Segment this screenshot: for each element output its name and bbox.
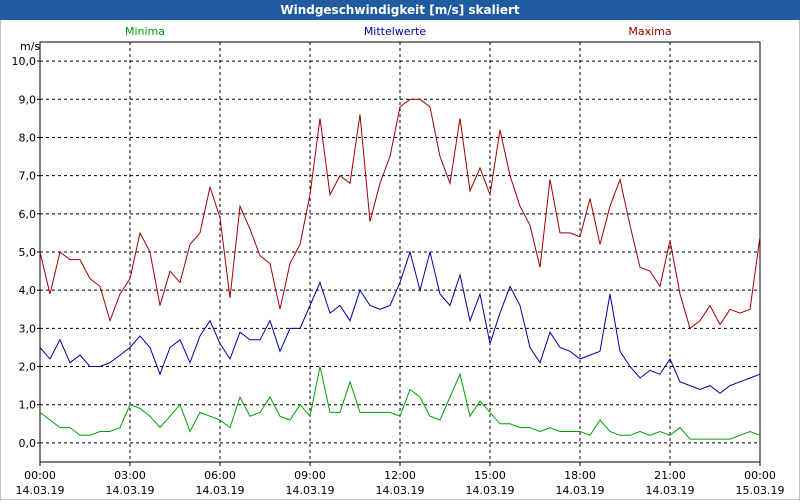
x-tick-date: 14.03.19 [286, 484, 335, 497]
series-line [39, 98, 761, 330]
y-tick-label: 4,0 [19, 284, 37, 297]
title-bar [0, 0, 800, 20]
legend-entry: Minima [125, 25, 165, 38]
y-tick-label: 3,0 [19, 322, 37, 335]
x-tick-label: 09:00 [294, 469, 326, 482]
x-tick-date: 14.03.19 [646, 484, 695, 497]
x-tick-label: 03:00 [114, 469, 146, 482]
x-tick-label: 00:00 [744, 469, 776, 482]
x-tick-label: 00:00 [24, 469, 56, 482]
y-tick-label: 8,0 [19, 131, 37, 144]
series-line [39, 366, 761, 440]
x-tick-date: 14.03.19 [556, 484, 605, 497]
x-tick-label: 21:00 [654, 469, 686, 482]
y-tick-label: 6,0 [19, 208, 37, 221]
x-tick-date: 15.03.19 [736, 484, 785, 497]
series-line [39, 250, 761, 394]
y-tick-label: 2,0 [19, 361, 37, 374]
x-tick-date: 14.03.19 [376, 484, 425, 497]
y-tick-label: 0,0 [19, 437, 37, 450]
legend-entry: Maxima [628, 25, 671, 38]
x-tick-date: 14.03.19 [196, 484, 245, 497]
legend-entry: Mittelwerte [364, 25, 427, 38]
y-tick-label: 1,0 [19, 399, 37, 412]
x-tick-label: 15:00 [474, 469, 506, 482]
y-tick-label: 5,0 [19, 246, 37, 259]
x-tick-label: 06:00 [204, 469, 236, 482]
x-tick-label: 12:00 [384, 469, 416, 482]
y-tick-label: 10,0 [12, 55, 37, 68]
chart-title: Windgeschwindigkeit [m/s] skaliert [280, 3, 520, 17]
y-tick-label: 7,0 [19, 170, 37, 183]
x-tick-date: 14.03.19 [466, 484, 515, 497]
y-unit: m/s [20, 40, 40, 53]
x-tick-label: 18:00 [564, 469, 596, 482]
x-tick-date: 14.03.19 [16, 484, 65, 497]
x-tick-date: 14.03.19 [106, 484, 155, 497]
y-tick-label: 9,0 [19, 93, 37, 106]
